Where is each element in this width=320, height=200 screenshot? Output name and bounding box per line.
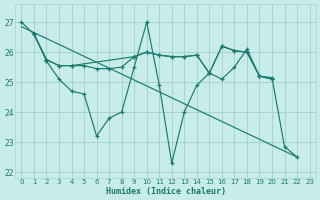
X-axis label: Humidex (Indice chaleur): Humidex (Indice chaleur) bbox=[106, 187, 226, 196]
